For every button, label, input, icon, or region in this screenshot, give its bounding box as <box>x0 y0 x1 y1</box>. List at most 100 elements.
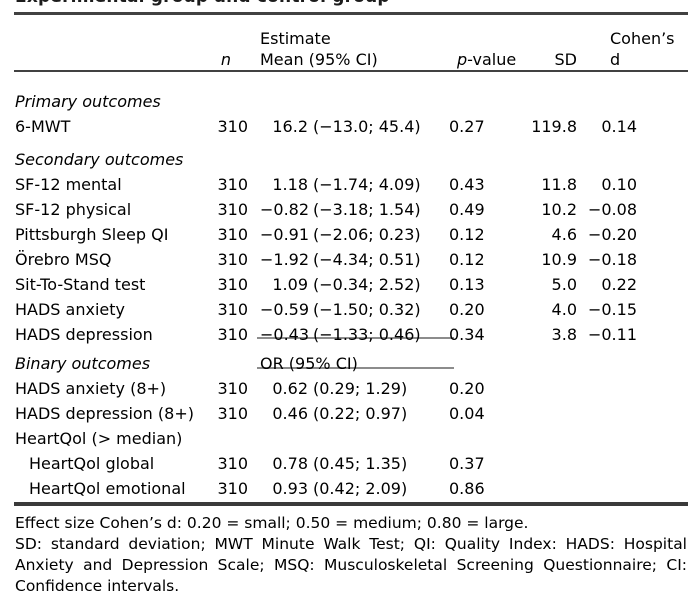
table-row: HeartQol emotional 310 0.93 (0.42; 2.09) … <box>0 476 637 501</box>
footnote-effect-size: Effect size Cohen’s d: 0.20 = small; 0.5… <box>15 514 529 532</box>
estimate-value: −1.92 (−4.34; 0.51) <box>260 250 421 269</box>
cohens-d-value: 0.22 <box>601 275 637 294</box>
section-label: Binary outcomes <box>15 354 151 373</box>
header-estimate-line1: Estimate <box>260 29 331 48</box>
estimate-value: 1.09 (−0.34; 2.52) <box>272 275 421 294</box>
or-header-underline <box>257 367 454 369</box>
estimate-value: −0.91 (−2.06; 0.23) <box>260 225 421 244</box>
sd-value: 4.0 <box>551 300 577 319</box>
p-value: 0.20 <box>449 300 485 319</box>
n-value: 310 <box>217 325 248 344</box>
table-bottom-rule <box>14 502 688 506</box>
n-value: 310 <box>217 200 248 219</box>
section-row-binary: Binary outcomes OR (95% CI) <box>0 351 637 376</box>
sd-value: 3.8 <box>551 325 577 344</box>
n-value: 310 <box>217 250 248 269</box>
header-sd: SD <box>554 50 577 69</box>
row-label: SF-12 mental <box>15 175 122 194</box>
table-top-rule <box>14 12 688 15</box>
estimate-value: 0.78 (0.45; 1.35) <box>272 454 408 473</box>
row-label: HADS anxiety <box>15 300 125 319</box>
table-row: HADS anxiety (8+) 310 0.62 (0.29; 1.29) 0… <box>0 376 637 401</box>
row-label: HADS depression <box>15 325 153 344</box>
p-value: 0.20 <box>449 379 485 398</box>
row-label: Pittsburgh Sleep QI <box>15 225 169 244</box>
cohens-d-value <box>577 401 637 426</box>
header-p-value: p-value <box>457 50 517 69</box>
n-value: 310 <box>217 454 248 473</box>
cohens-d-value <box>577 376 637 401</box>
n-value: 310 <box>217 479 248 498</box>
header-cohens-line1: Cohen’s <box>610 29 675 48</box>
table-row: HADS anxiety 310 −0.59 (−1.50; 0.32) 0.20… <box>0 297 637 322</box>
table-row: HADS depression 310 −0.43 (−1.33; 0.46) 0… <box>0 322 637 347</box>
n-value: 310 <box>217 117 248 136</box>
estimate-column-underline <box>257 337 454 339</box>
cohens-d-value: −0.15 <box>587 300 637 319</box>
estimate-value: 0.46 (0.22; 0.97) <box>272 404 408 423</box>
p-value: 0.27 <box>449 117 485 136</box>
row-label: HeartQol global <box>29 454 155 473</box>
row-label: Sit-To-Stand test <box>15 275 146 294</box>
table-row: Örebro MSQ 310 −1.92 (−4.34; 0.51) 0.12 1… <box>0 247 637 272</box>
section-row-secondary: Secondary outcomes <box>0 147 637 172</box>
table-row: Pittsburgh Sleep QI 310 −0.91 (−2.06; 0.2… <box>0 222 637 247</box>
or-column-header: OR (95% CI) <box>260 354 358 373</box>
sd-value <box>522 376 577 401</box>
estimate-value: −0.59 (−1.50; 0.32) <box>260 300 421 319</box>
table-row: SF-12 physical 310 −0.82 (−3.18; 1.54) 0.… <box>0 197 637 222</box>
table-row: SF-12 mental 310 1.18 (−1.74; 4.09) 0.43 … <box>0 172 637 197</box>
cohens-d-value <box>577 451 637 476</box>
cohens-d-value: −0.18 <box>587 250 637 269</box>
group-row-heartqol: HeartQol (> median) <box>0 426 637 451</box>
sd-value <box>522 401 577 426</box>
n-value: 310 <box>217 275 248 294</box>
row-label: 6-MWT <box>15 117 71 136</box>
estimate-value: 16.2 (−13.0; 45.4) <box>272 117 421 136</box>
estimate-value: −0.82 (−3.18; 1.54) <box>260 200 421 219</box>
sd-value <box>522 451 577 476</box>
results-table: n Estimate Mean (95% CI) p-value SD Cohe… <box>0 0 675 501</box>
section-label: Primary outcomes <box>15 92 161 111</box>
p-value: 0.37 <box>449 454 485 473</box>
section-row-primary: Primary outcomes <box>0 89 637 114</box>
table-row: Sit-To-Stand test 310 1.09 (−0.34; 2.52) … <box>0 272 637 297</box>
group-label: HeartQol (> median) <box>15 429 183 448</box>
row-label: SF-12 physical <box>15 200 132 219</box>
cohens-d-value: −0.20 <box>587 225 637 244</box>
n-value: 310 <box>217 300 248 319</box>
n-value: 310 <box>217 175 248 194</box>
sd-value: 4.6 <box>551 225 577 244</box>
p-value: 0.13 <box>449 275 485 294</box>
sd-value: 10.9 <box>541 250 577 269</box>
row-label: HADS depression (8+) <box>15 404 194 423</box>
header-estimate: Estimate Mean (95% CI) <box>248 0 447 77</box>
estimate-value: −0.43 (−1.33; 0.46) <box>260 325 421 344</box>
header-n: n <box>220 50 231 69</box>
p-value: 0.43 <box>449 175 485 194</box>
sd-value <box>522 476 577 501</box>
cohens-d-value: −0.11 <box>587 325 637 344</box>
spacer-row <box>0 77 637 89</box>
cohens-d-value: −0.08 <box>587 200 637 219</box>
spacer-row <box>0 139 637 147</box>
sd-value: 119.8 <box>531 117 577 136</box>
row-label: Örebro MSQ <box>15 250 112 269</box>
sd-value: 10.2 <box>541 200 577 219</box>
header-estimate-line2: Mean (95% CI) <box>260 50 378 69</box>
cohens-d-value: 0.14 <box>601 117 637 136</box>
estimate-value: 1.18 (−1.74; 4.09) <box>272 175 421 194</box>
cohens-d-value: 0.10 <box>601 175 637 194</box>
n-value: 310 <box>217 379 248 398</box>
p-value: 0.49 <box>449 200 485 219</box>
sd-value: 11.8 <box>541 175 577 194</box>
n-value: 310 <box>217 225 248 244</box>
header-label-cell <box>0 0 196 77</box>
header-cohens-line2: d <box>610 50 621 69</box>
p-value: 0.04 <box>449 404 485 423</box>
header-cohens-d: Cohen’s d <box>577 0 675 77</box>
estimate-value: 0.62 (0.29; 1.29) <box>272 379 408 398</box>
p-value: 0.86 <box>449 479 485 498</box>
cohens-d-value <box>577 476 637 501</box>
